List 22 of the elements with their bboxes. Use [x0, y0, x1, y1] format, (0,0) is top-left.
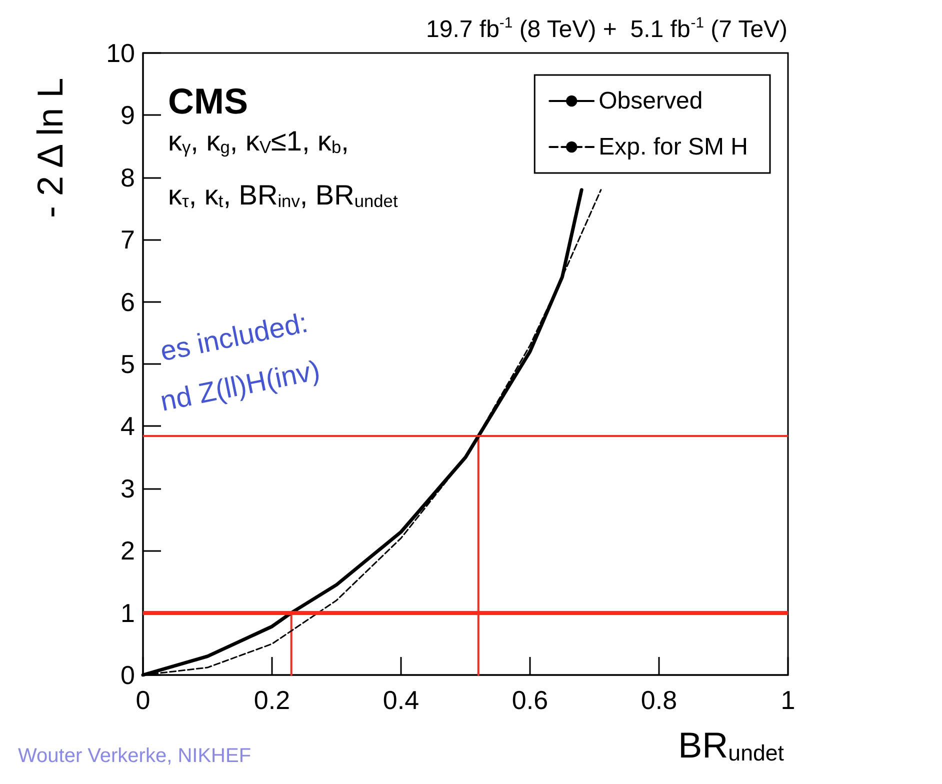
x-tick-label: 0.2	[254, 685, 290, 715]
y-tick-label: 1	[120, 598, 135, 628]
legend-label: Observed	[598, 88, 703, 114]
y-tick-label: 5	[120, 349, 135, 379]
text: CMS	[168, 80, 248, 122]
x-axis-title: BRundet	[678, 724, 785, 766]
x-tick-label: 0.6	[512, 685, 548, 715]
text: Wouter Verkerke, NIKHEF	[18, 745, 252, 767]
y-tick-label: 2	[120, 536, 135, 566]
y-tick-label: 4	[120, 411, 135, 442]
y-tick-label: 10	[106, 38, 135, 68]
x-tick-label: 0.8	[640, 685, 678, 715]
y-tick-label: 0	[120, 660, 135, 690]
y-axis-title: - 2 Δ ln L	[30, 78, 70, 218]
y-tick-label: 3	[120, 473, 135, 504]
x-tick-label: 1	[780, 685, 796, 715]
y-tick-label: 9	[120, 100, 135, 130]
x-tick-label: 0.4	[382, 685, 420, 715]
y-tick-label: 6	[120, 286, 135, 317]
y-tick-label: 7	[120, 224, 135, 255]
y-tick-label: 8	[120, 162, 135, 192]
legend-label: Exp. for SM H	[598, 134, 748, 160]
